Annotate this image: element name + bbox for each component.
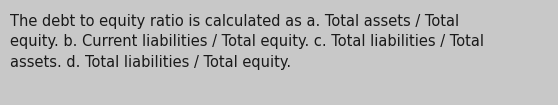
Text: The debt to equity ratio is calculated as a. Total assets / Total
equity. b. Cur: The debt to equity ratio is calculated a… xyxy=(10,14,484,70)
